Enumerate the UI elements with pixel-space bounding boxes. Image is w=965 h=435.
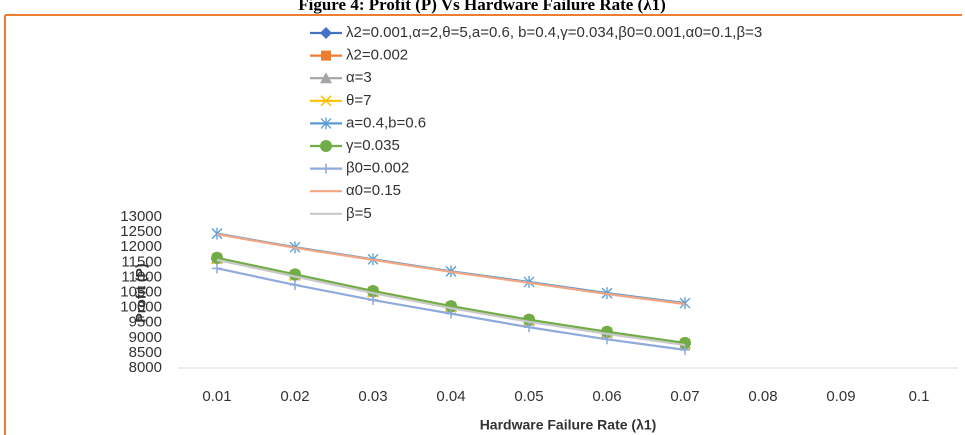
y-tick-label: 11000 [121, 268, 162, 285]
x-tick-label: 0.08 [748, 388, 777, 405]
legend-label: β0=0.002 [346, 160, 409, 177]
legend-label: β=5 [346, 205, 372, 222]
legend-label: γ=0.035 [346, 137, 400, 154]
x-tick-label: 0.02 [280, 388, 309, 405]
data-point [679, 336, 691, 349]
legend-entry: α=3 [310, 69, 372, 86]
x-tick-label: 0.06 [592, 388, 621, 405]
legend-label: a=0.4,b=0.6 [346, 114, 426, 131]
data-point [446, 308, 456, 319]
y-axis-title: Profit (P) [133, 263, 149, 322]
chart-title: Figure 4: Profit (P) Vs Hardware Failure… [298, 0, 665, 14]
legend-label: α=3 [346, 69, 372, 86]
data-point [524, 322, 534, 333]
legend-marker [321, 50, 331, 61]
legend-marker [320, 140, 332, 152]
legend-label: λ2=0.002 [346, 47, 408, 64]
x-tick-label: 0.04 [436, 388, 465, 405]
data-point [212, 263, 222, 274]
legend-entry: λ2=0.001,α=2,θ=5,a=0.6, b=0.4,γ=0.034,β0… [310, 24, 762, 41]
y-tick-label: 9500 [129, 314, 162, 331]
series-line [216, 258, 686, 347]
legend-entry: β0=0.002 [310, 160, 409, 177]
series-line [216, 233, 686, 306]
x-tick-label: 0.03 [358, 388, 387, 405]
x-tick-label: 0.1 [909, 388, 930, 405]
x-axis-title: Hardware Failure Rate (λ1) [480, 417, 657, 433]
data-point [290, 279, 300, 290]
y-tick-label: 10500 [120, 283, 162, 300]
x-tick-label: 0.05 [514, 388, 543, 405]
y-tick-label: 10000 [120, 299, 162, 316]
data-point [211, 251, 223, 264]
y-tick-label: 11500 [121, 253, 162, 270]
legend-entry: γ=0.035 [310, 137, 400, 154]
y-tick-label: 12000 [120, 238, 162, 255]
legend-entry: β=5 [310, 205, 372, 222]
x-tick-label: 0.07 [670, 388, 699, 405]
data-point [602, 334, 612, 345]
legend-entry: θ=7 [310, 92, 371, 109]
legend-marker [320, 27, 332, 39]
data-point [289, 268, 301, 281]
data-point [211, 227, 223, 240]
legend-label: θ=7 [346, 92, 371, 109]
legend-marker [321, 163, 331, 174]
legend-label: λ2=0.001,α=2,θ=5,a=0.6, b=0.4,γ=0.034,β0… [346, 24, 762, 41]
y-tick-label: 8000 [129, 359, 162, 376]
x-tick-label: 0.09 [826, 388, 855, 405]
y-tick-label: 8500 [129, 344, 162, 361]
legend-marker [320, 95, 332, 107]
y-tick-label: 9000 [129, 329, 162, 346]
legend-entry: α0=0.15 [310, 182, 401, 199]
legend-marker [320, 72, 332, 84]
legend-marker [320, 117, 332, 130]
data-point [368, 295, 378, 306]
legend-entry: a=0.4,b=0.6 [310, 114, 426, 131]
data-point [680, 344, 690, 355]
legend-entry: λ2=0.002 [310, 47, 408, 64]
legend-label: α0=0.15 [346, 182, 401, 199]
y-tick-label: 12500 [120, 223, 162, 240]
x-tick-label: 0.01 [202, 388, 231, 405]
y-tick-label: 13000 [120, 208, 162, 225]
